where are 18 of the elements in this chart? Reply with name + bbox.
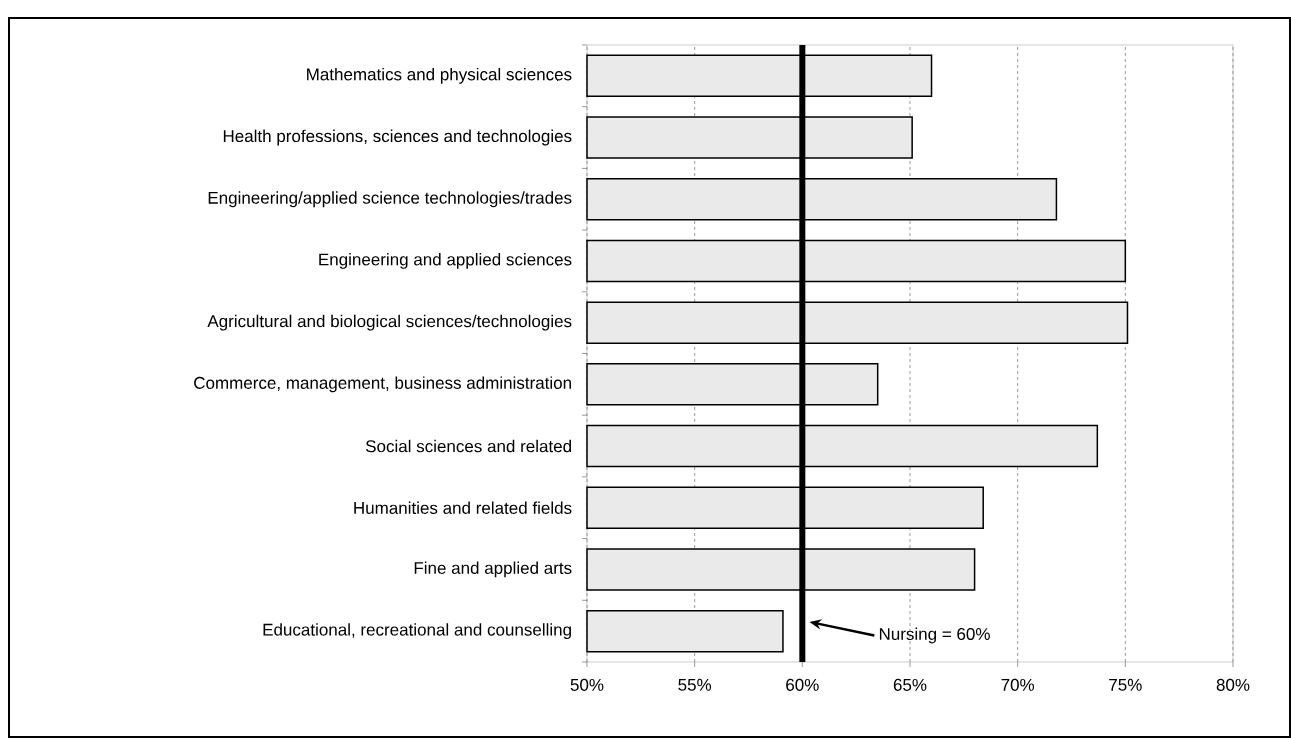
x-tick-label: 70%	[1001, 678, 1035, 691]
y-tick-label: Commerce, management, business administration	[194, 376, 571, 393]
y-tick-label: Humanities and related fields	[354, 501, 572, 514]
x-tick-label: 75%	[1109, 678, 1142, 691]
x-tick-label: 80%	[1216, 678, 1250, 691]
ref-line-label: Nursing = 60%	[879, 627, 990, 644]
y-tick-label: Agricultural and biological sciences/technologies	[207, 314, 572, 331]
y-tick-label: Engineering/applied science technologies/trades	[208, 191, 572, 208]
x-tick-label: 55%	[678, 678, 712, 691]
y-tick-label: Fine and applied arts	[414, 561, 572, 578]
x-tick-label: 50%	[570, 678, 604, 691]
x-tick-label: 60%	[786, 678, 819, 691]
y-tick-label: Social sciences and related	[365, 439, 571, 453]
y-tick-label: Mathematics and physical sciences	[307, 67, 572, 84]
y-tick-label: Health professions, sciences and technologies	[223, 129, 572, 146]
x-tick-label: 65%	[893, 678, 927, 691]
y-tick-label: Engineering and applied sciences	[319, 253, 572, 269]
y-tick-label: Educational, recreational and counselling	[263, 623, 571, 640]
